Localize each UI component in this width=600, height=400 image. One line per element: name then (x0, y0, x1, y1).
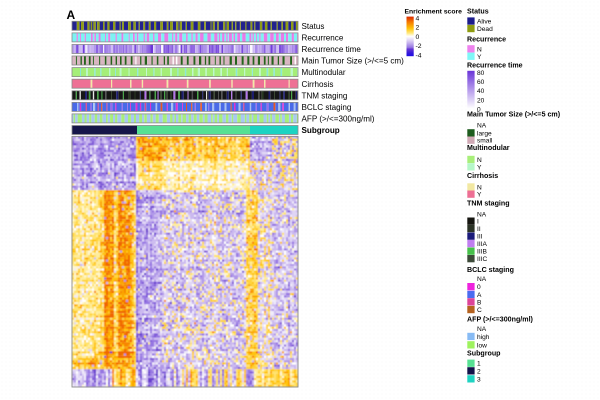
svg-text:IIIC: IIIC (477, 256, 487, 263)
svg-text:A: A (67, 8, 76, 22)
svg-text:II: II (477, 226, 481, 233)
svg-text:2: 2 (416, 25, 420, 32)
svg-text:Subgroup: Subgroup (467, 349, 501, 357)
svg-text:0: 0 (477, 284, 481, 291)
svg-text:Cirrhosis: Cirrhosis (302, 80, 334, 89)
svg-text:AFP (>/<=300ng/ml): AFP (>/<=300ng/ml) (467, 316, 534, 324)
svg-text:3: 3 (477, 376, 481, 383)
svg-text:IIIA: IIIA (477, 241, 487, 248)
svg-text:small: small (477, 138, 493, 145)
svg-text:80: 80 (477, 70, 485, 77)
svg-text:Recurrence: Recurrence (302, 34, 344, 43)
svg-text:N: N (477, 157, 482, 164)
svg-text:0: 0 (416, 34, 420, 41)
svg-text:TNM staging: TNM staging (302, 91, 348, 100)
svg-text:I: I (477, 219, 479, 226)
svg-text:N: N (477, 46, 482, 53)
svg-text:Y: Y (477, 164, 482, 171)
svg-text:III: III (477, 234, 483, 241)
svg-text:Alive: Alive (477, 19, 492, 26)
svg-text:Main Tumor Size (>/<=5 cm): Main Tumor Size (>/<=5 cm) (302, 57, 405, 66)
svg-text:BCLC staging: BCLC staging (467, 266, 514, 274)
svg-text:4: 4 (416, 15, 420, 22)
svg-text:C: C (477, 307, 482, 314)
svg-text:BCLC staging: BCLC staging (302, 103, 352, 112)
svg-text:Recurrence time: Recurrence time (467, 61, 523, 69)
svg-text:IIIB: IIIB (477, 249, 487, 256)
svg-text:NA: NA (477, 326, 487, 333)
svg-text:A: A (477, 292, 482, 299)
svg-text:60: 60 (477, 79, 485, 86)
svg-text:Cirrhosis: Cirrhosis (467, 172, 498, 180)
svg-text:B: B (477, 299, 482, 306)
svg-text:Recurrence: Recurrence (467, 35, 506, 43)
svg-text:NA: NA (477, 123, 487, 130)
svg-text:NA: NA (477, 276, 487, 283)
svg-text:-2: -2 (416, 43, 422, 50)
svg-text:40: 40 (477, 88, 485, 95)
svg-text:20: 20 (477, 97, 485, 104)
svg-text:Status: Status (467, 7, 489, 15)
svg-text:Recurrence time: Recurrence time (302, 45, 362, 54)
svg-text:1: 1 (477, 361, 481, 368)
svg-text:N: N (477, 185, 482, 192)
svg-text:Multinodular: Multinodular (302, 68, 346, 77)
svg-text:Multinodular: Multinodular (467, 144, 510, 152)
svg-text:2: 2 (477, 368, 481, 375)
svg-text:0: 0 (477, 107, 481, 114)
svg-text:-4: -4 (416, 53, 422, 60)
svg-text:Subgroup: Subgroup (302, 126, 340, 135)
svg-text:Main Tumor Size (>/<=5 cm): Main Tumor Size (>/<=5 cm) (467, 111, 561, 119)
svg-text:AFP (>/<=300ng/ml): AFP (>/<=300ng/ml) (302, 115, 375, 124)
svg-text:NA: NA (477, 211, 487, 218)
svg-text:Enrichment score: Enrichment score (405, 9, 463, 16)
svg-text:Y: Y (477, 192, 482, 199)
svg-text:high: high (477, 334, 490, 341)
svg-text:large: large (477, 130, 492, 137)
svg-text:Status: Status (302, 22, 325, 31)
svg-text:low: low (477, 342, 487, 349)
svg-text:Dead: Dead (477, 26, 493, 33)
svg-text:TNM staging: TNM staging (467, 200, 510, 208)
svg-text:Y: Y (477, 54, 482, 61)
